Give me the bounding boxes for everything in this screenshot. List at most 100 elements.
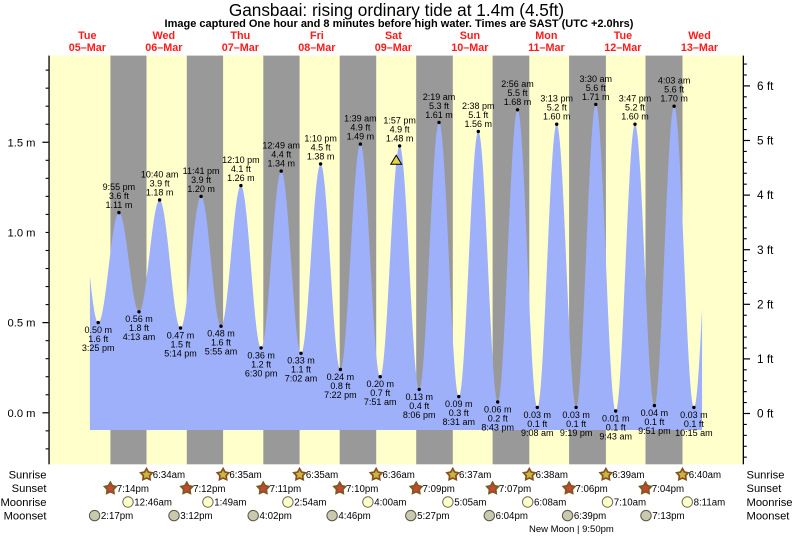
svg-text:0.1 ft: 0.1 ft (684, 419, 705, 429)
svg-text:1:39 am: 1:39 am (344, 114, 377, 124)
svg-text:Moonrise: Moonrise (747, 497, 793, 509)
svg-text:6:39pm: 6:39pm (574, 511, 606, 522)
svg-text:12:46am: 12:46am (134, 497, 172, 508)
svg-text:3:12pm: 3:12pm (180, 511, 212, 522)
svg-text:2 ft: 2 ft (757, 297, 774, 311)
svg-text:1.8 ft: 1.8 ft (129, 323, 150, 333)
svg-text:1:10 pm: 1:10 pm (304, 133, 337, 143)
svg-text:4:13 am: 4:13 am (123, 332, 156, 342)
svg-text:7:11pm: 7:11pm (270, 484, 302, 495)
svg-text:7:12pm: 7:12pm (193, 484, 225, 495)
svg-text:1.56 m: 1.56 m (465, 119, 493, 129)
svg-text:0.1 ft: 0.1 ft (527, 419, 548, 429)
svg-text:2:38 pm: 2:38 pm (462, 101, 495, 111)
svg-text:12–Mar: 12–Mar (604, 42, 642, 54)
svg-text:6:39am: 6:39am (612, 470, 644, 481)
svg-text:1.60 m: 1.60 m (543, 112, 571, 122)
svg-text:0.03 m: 0.03 m (524, 410, 552, 420)
svg-text:5.3 ft: 5.3 ft (429, 101, 450, 111)
svg-text:1.5 ft: 1.5 ft (170, 339, 191, 349)
svg-text:7:02 am: 7:02 am (285, 374, 318, 384)
svg-text:Gansbaai: rising ordinary tid: Gansbaai: rising ordinary tide at 1.4m (… (229, 0, 564, 20)
svg-text:0.47 m: 0.47 m (167, 330, 195, 340)
svg-text:8:11am: 8:11am (694, 497, 726, 508)
svg-text:10–Mar: 10–Mar (451, 42, 489, 54)
svg-text:05–Mar: 05–Mar (69, 42, 107, 54)
svg-text:2:19 am: 2:19 am (423, 92, 456, 102)
svg-text:3:25 pm: 3:25 pm (82, 343, 115, 353)
svg-text:08–Mar: 08–Mar (298, 42, 336, 54)
svg-text:2:56 am: 2:56 am (501, 79, 534, 89)
svg-text:7:07pm: 7:07pm (499, 484, 531, 495)
svg-text:7:10am: 7:10am (614, 497, 646, 508)
svg-text:6:08am: 6:08am (534, 497, 566, 508)
svg-text:4 ft: 4 ft (757, 188, 774, 202)
svg-text:6:37am: 6:37am (459, 470, 491, 481)
svg-text:4.1 ft: 4.1 ft (231, 164, 252, 174)
svg-text:2:17pm: 2:17pm (101, 511, 133, 522)
svg-text:5 ft: 5 ft (757, 134, 774, 148)
svg-text:1.5 m: 1.5 m (8, 137, 36, 149)
svg-text:3:47 pm: 3:47 pm (619, 94, 652, 104)
svg-text:0.24 m: 0.24 m (327, 372, 355, 382)
svg-text:0.03 m: 0.03 m (680, 410, 708, 420)
svg-text:5.2 ft: 5.2 ft (625, 103, 646, 113)
svg-text:Tue: Tue (78, 30, 96, 42)
svg-text:7:10pm: 7:10pm (346, 484, 378, 495)
svg-text:0.2 ft: 0.2 ft (488, 413, 509, 423)
svg-text:3:13 pm: 3:13 pm (540, 94, 573, 104)
svg-text:0.48 m: 0.48 m (207, 329, 235, 339)
svg-text:Moonrise: Moonrise (0, 497, 46, 509)
svg-text:Moonset: Moonset (747, 510, 791, 522)
svg-text:1.1 ft: 1.1 ft (291, 365, 312, 375)
svg-text:0.4 ft: 0.4 ft (409, 401, 430, 411)
svg-text:12:10 pm: 12:10 pm (222, 155, 260, 165)
svg-text:5:55 am: 5:55 am (205, 347, 238, 357)
svg-text:10:15 am: 10:15 am (675, 428, 713, 438)
svg-text:Tue: Tue (614, 30, 632, 42)
svg-text:Sunrise: Sunrise (9, 470, 47, 482)
svg-text:6:35am: 6:35am (306, 470, 338, 481)
svg-text:4.9 ft: 4.9 ft (350, 123, 371, 133)
svg-text:13–Mar: 13–Mar (681, 42, 719, 54)
svg-text:1.0 m: 1.0 m (8, 228, 36, 240)
svg-text:1.6 ft: 1.6 ft (88, 334, 109, 344)
svg-text:10:40 am: 10:40 am (141, 169, 179, 179)
svg-text:5.6 ft: 5.6 ft (586, 83, 607, 93)
svg-text:Sunset: Sunset (747, 483, 783, 495)
svg-text:1.2 ft: 1.2 ft (251, 359, 272, 369)
svg-text:5.6 ft: 5.6 ft (664, 85, 685, 95)
svg-text:6:38am: 6:38am (536, 470, 568, 481)
svg-text:12:49 am: 12:49 am (262, 141, 300, 151)
svg-text:0.13 m: 0.13 m (405, 392, 433, 402)
svg-text:7:22 pm: 7:22 pm (324, 390, 357, 400)
svg-text:1.70 m: 1.70 m (660, 94, 688, 104)
svg-text:09–Mar: 09–Mar (375, 42, 413, 54)
svg-text:0.7 ft: 0.7 ft (370, 388, 391, 398)
svg-text:0.01 m: 0.01 m (602, 413, 630, 423)
svg-text:5:05am: 5:05am (454, 497, 486, 508)
svg-text:1.61 m: 1.61 m (425, 110, 453, 120)
svg-text:8:43 pm: 8:43 pm (481, 422, 514, 432)
svg-text:1.6 ft: 1.6 ft (211, 338, 232, 348)
svg-text:07–Mar: 07–Mar (222, 42, 260, 54)
svg-text:9:51 pm: 9:51 pm (638, 426, 671, 436)
svg-text:3.6 ft: 3.6 ft (109, 191, 130, 201)
svg-text:6:04pm: 6:04pm (496, 511, 528, 522)
svg-text:0.8 ft: 0.8 ft (330, 381, 351, 391)
svg-text:9:55 pm: 9:55 pm (103, 182, 136, 192)
svg-text:2:54am: 2:54am (294, 497, 326, 508)
svg-text:1.20 m: 1.20 m (187, 184, 215, 194)
svg-text:4.4 ft: 4.4 ft (271, 150, 292, 160)
svg-text:1.18 m: 1.18 m (146, 187, 174, 197)
svg-text:Thu: Thu (230, 30, 250, 42)
svg-text:1.71 m: 1.71 m (582, 92, 610, 102)
svg-text:7:51 am: 7:51 am (364, 397, 397, 407)
svg-text:5.2 ft: 5.2 ft (547, 103, 568, 113)
svg-text:4:46pm: 4:46pm (338, 511, 370, 522)
svg-text:3.9 ft: 3.9 ft (191, 175, 212, 185)
svg-text:Sat: Sat (385, 30, 402, 42)
svg-text:1.26 m: 1.26 m (227, 173, 255, 183)
svg-text:9:19 pm: 9:19 pm (560, 428, 593, 438)
svg-text:Fri: Fri (310, 30, 324, 42)
